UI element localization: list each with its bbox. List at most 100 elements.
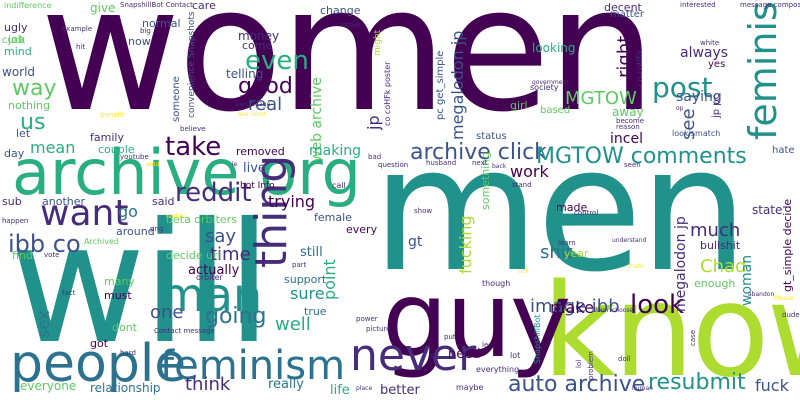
word-archive-click: archive click — [410, 140, 547, 165]
word-people: people — [10, 334, 187, 394]
word-human: human — [632, 385, 653, 392]
word-normal: normal — [142, 17, 181, 30]
word-true: true — [304, 305, 327, 318]
word-lol: lol — [575, 359, 583, 368]
word-making: making — [309, 143, 361, 159]
word-better: better — [380, 383, 420, 398]
word-women: women — [40, 0, 656, 150]
word-never: never — [350, 330, 477, 381]
word-jp-pc: jp pc — [711, 93, 722, 118]
word-doll: doll — [618, 355, 631, 363]
word-need: need — [448, 347, 481, 362]
word-said: said — [152, 195, 175, 208]
word-way: way — [12, 76, 57, 101]
word-le: le — [482, 341, 489, 349]
word-snapshillbot: SnapshillBot — [533, 314, 542, 364]
word-support: support — [284, 273, 327, 286]
word-become: become — [616, 117, 645, 125]
word-will: will — [10, 188, 272, 381]
word-want: want — [40, 193, 129, 234]
word-please: Please — [774, 295, 794, 302]
word-away: away — [612, 105, 644, 119]
word-part: part — [292, 261, 307, 269]
word-made: made — [556, 201, 588, 214]
word-go: go — [118, 202, 138, 221]
word-many: many — [104, 275, 135, 288]
word-good: good — [238, 74, 293, 99]
word-care: care — [192, 0, 216, 12]
word-change: change — [320, 4, 361, 17]
word-yes: yes — [708, 59, 726, 70]
word-co-cohfk: co coHFk — [635, 49, 644, 86]
word-one: one — [150, 302, 184, 323]
word-archived: Archived — [84, 237, 120, 246]
word-auto-archive: auto archive — [508, 372, 646, 397]
word-men: men — [372, 109, 748, 310]
word-sex: sex — [34, 310, 53, 338]
word-guy: guy — [382, 259, 571, 381]
word-couple: couple — [98, 143, 135, 156]
word-learn: learn — [558, 239, 576, 247]
word-someone: someone — [171, 76, 182, 122]
word-day: day — [4, 147, 25, 160]
word-pc-get-simple: pc get_simple — [435, 50, 446, 120]
word-realize: realize — [166, 213, 186, 220]
word-decent: decent — [604, 1, 642, 14]
word-fuck: fuck — [755, 376, 789, 395]
word-mind: mind — [4, 45, 32, 58]
word-le-2: le — [232, 161, 238, 168]
word-every: every — [346, 223, 378, 236]
word-relationship: relationship — [90, 381, 161, 395]
word-gt: gt — [408, 234, 423, 250]
word-look: look — [630, 290, 685, 320]
word-give: give — [90, 1, 116, 15]
word-think: think — [185, 374, 231, 395]
word-going: going — [205, 304, 267, 329]
word-claim: claim — [592, 307, 609, 314]
word-feminism: feminism — [160, 343, 346, 389]
word-saying: saying — [676, 89, 722, 105]
word-bad: bad — [368, 153, 382, 161]
word-lot: lot — [510, 351, 521, 360]
word-life: life — [330, 383, 350, 398]
word-case: case — [689, 329, 697, 346]
word-really: really — [268, 377, 304, 392]
word-man: man — [160, 268, 263, 322]
word-url: url — [518, 267, 528, 275]
word-sub: sub — [2, 195, 22, 208]
word-even: even — [245, 46, 309, 76]
word-year: year — [564, 247, 589, 260]
word-orbiter: orbiter — [196, 273, 223, 282]
word-fucking: fucking — [456, 215, 475, 274]
word-chad: Chad — [700, 256, 747, 277]
word-snapshillbot-contact: SnapshillBot Contact — [120, 1, 193, 9]
word-incel: incel — [610, 131, 643, 147]
word-always: always — [680, 45, 729, 61]
word-jp: jp — [364, 115, 383, 130]
word-find: find — [12, 249, 33, 262]
word-resubmit: resubmit — [648, 370, 746, 395]
word-time: time — [210, 244, 251, 265]
word-though: though — [482, 279, 511, 288]
word-got: got — [90, 337, 109, 350]
word-girl: girl — [510, 99, 528, 112]
word-abandon: abandon — [748, 291, 775, 298]
word-seen: seen — [624, 161, 641, 169]
word-show: show — [414, 207, 433, 215]
word-power: power — [356, 315, 378, 323]
word-virtue: virtue — [340, 21, 361, 29]
word-another: another — [42, 195, 86, 208]
word-see-robot: see robot — [238, 111, 267, 118]
word-enough: enough — [694, 277, 736, 290]
word-reddit: reddit — [175, 178, 252, 208]
word-hate: hate — [772, 145, 795, 156]
word-still: still — [300, 245, 323, 260]
word-vote: vote — [44, 251, 60, 259]
word-matter: matter — [610, 9, 644, 20]
word-must: must — [104, 289, 132, 302]
word-husband: husband — [426, 159, 457, 167]
word-bot-info: bot Info — [240, 181, 275, 191]
word-looking: looking — [532, 41, 576, 55]
word-work: work — [510, 162, 549, 181]
word-might: might — [373, 29, 383, 56]
